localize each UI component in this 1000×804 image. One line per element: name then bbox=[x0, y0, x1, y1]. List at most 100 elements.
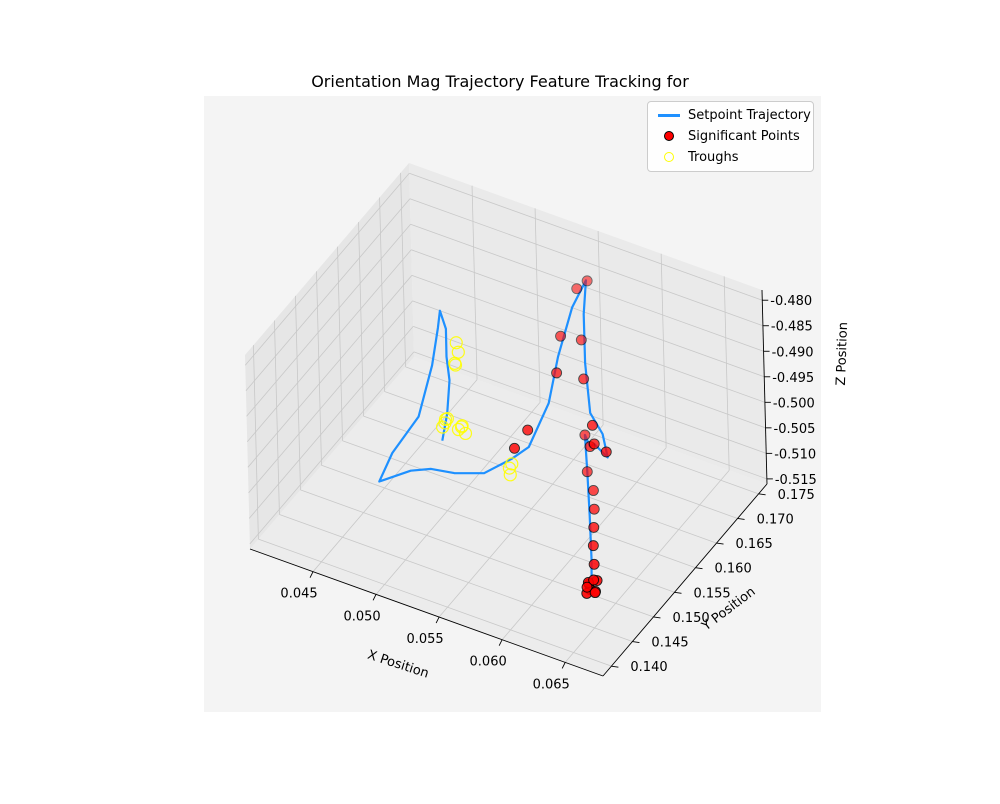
legend-marker-significant bbox=[664, 131, 674, 141]
x-tick-mark bbox=[498, 639, 503, 646]
z-tick-label: -0.505 bbox=[774, 422, 816, 437]
gridline-x-floor bbox=[564, 470, 730, 663]
significant-point-marker bbox=[588, 574, 600, 586]
gridline-y-floor bbox=[384, 391, 738, 519]
trough-marker bbox=[458, 426, 473, 441]
y-tick-label: 0.140 bbox=[630, 660, 667, 675]
x-tick-mark bbox=[561, 662, 566, 669]
gridline-y-left bbox=[274, 320, 280, 515]
significant-point-marker bbox=[588, 521, 600, 533]
gridline-y-floor bbox=[363, 415, 717, 544]
significant-point-marker bbox=[587, 485, 599, 496]
y-tick-label: 0.160 bbox=[715, 562, 752, 577]
significant-point-marker bbox=[586, 419, 598, 431]
x-tick-mark bbox=[435, 616, 440, 624]
z-tick-label: -0.490 bbox=[772, 345, 814, 360]
gridline-x-back bbox=[471, 185, 478, 380]
axes-gridlines bbox=[244, 172, 768, 667]
x-tick-label: 0.055 bbox=[406, 632, 443, 647]
axes-panes bbox=[245, 163, 767, 676]
y-tick-mark bbox=[674, 591, 682, 594]
significant-point-marker bbox=[589, 587, 601, 599]
gridline-y-left bbox=[316, 271, 322, 466]
significant-point-marker bbox=[581, 581, 593, 593]
legend-marker-troughs bbox=[664, 152, 674, 162]
x-axis-line bbox=[249, 548, 604, 677]
y-tick-mark bbox=[653, 616, 661, 619]
legend-item-trajectory: Setpoint Trajectory bbox=[658, 106, 811, 124]
x-tick-mark bbox=[309, 571, 314, 578]
y-tick-label: 0.150 bbox=[672, 611, 709, 626]
z-tick-label: -0.500 bbox=[773, 396, 815, 411]
gridline-y-left bbox=[337, 246, 343, 441]
gridline-y-left bbox=[358, 222, 364, 417]
z-axis-label: Z Position bbox=[834, 322, 851, 386]
gridline-y-floor bbox=[279, 514, 633, 642]
significant-point-marker bbox=[575, 334, 587, 346]
trough-marker bbox=[451, 422, 466, 437]
trough-marker bbox=[438, 412, 453, 426]
significant-point-marker bbox=[581, 275, 593, 287]
gridline-z-back bbox=[412, 300, 766, 429]
significant-point-marker bbox=[579, 429, 591, 441]
z-tick-label: -0.495 bbox=[772, 371, 814, 386]
gridline-x-floor bbox=[501, 447, 667, 640]
trough-marker bbox=[503, 468, 517, 482]
legend: Setpoint Trajectory Significant Points T… bbox=[647, 101, 814, 172]
gridline-z-back bbox=[413, 325, 767, 454]
y-tick-label: 0.170 bbox=[757, 512, 794, 527]
significant-point-marker bbox=[581, 466, 593, 478]
y-tick-mark bbox=[611, 665, 619, 668]
back-wall-pane bbox=[409, 163, 767, 484]
y-axis-line bbox=[602, 483, 768, 677]
gridline-z-left bbox=[248, 300, 413, 494]
gridline-z-back bbox=[409, 172, 763, 301]
y-tick-mark bbox=[716, 542, 724, 545]
y-tick-label: 0.175 bbox=[778, 488, 815, 503]
axis-ticks: 0.045 0.050 0.055 0.060 0.065 0.140 0.145 0.150… bbox=[280, 294, 816, 692]
z-axis-line bbox=[761, 289, 768, 485]
significant-point-marker bbox=[509, 442, 520, 454]
gridline-z-left bbox=[246, 249, 412, 443]
gridline-y-left bbox=[400, 172, 406, 367]
y-tick-mark bbox=[695, 567, 703, 570]
left-wall-pane bbox=[245, 163, 414, 549]
gridline-z-left bbox=[246, 224, 411, 417]
gridline-y-left bbox=[379, 197, 385, 392]
x-tick-label: 0.045 bbox=[280, 587, 317, 602]
y-tick-mark bbox=[632, 641, 640, 643]
trough-marker bbox=[454, 420, 469, 434]
x-tick-label: 0.060 bbox=[470, 655, 507, 670]
y-tick-label: 0.155 bbox=[693, 586, 730, 601]
floor-pane bbox=[250, 357, 767, 676]
gridline-y-floor bbox=[321, 464, 675, 593]
legend-item-significant: Significant Points bbox=[658, 127, 800, 145]
gridline-z-left bbox=[244, 172, 410, 366]
series-layer bbox=[378, 275, 612, 599]
significant-point-marker bbox=[551, 367, 563, 379]
z-tick-label: -0.480 bbox=[770, 294, 812, 309]
significant-point-marker bbox=[587, 540, 599, 552]
gridline-x-floor bbox=[438, 424, 604, 618]
significant-point-marker bbox=[555, 330, 567, 342]
gridline-y-floor bbox=[405, 366, 759, 495]
y-tick-mark bbox=[737, 518, 745, 520]
chart-title: Orientation Mag Trajectory Feature Track… bbox=[311, 72, 689, 91]
gridline-z-back bbox=[410, 223, 764, 352]
trough-marker bbox=[451, 345, 465, 359]
gridline-x-floor bbox=[375, 402, 541, 595]
legend-item-troughs: Troughs bbox=[658, 148, 739, 166]
significant-point-marker bbox=[588, 503, 600, 515]
x-tick-label: 0.050 bbox=[343, 609, 380, 624]
significant-point-marker bbox=[588, 558, 600, 570]
significant-point-marker bbox=[588, 438, 600, 450]
gridline-z-back bbox=[411, 274, 766, 403]
trough-marker bbox=[449, 336, 463, 350]
z-tick-label: -0.515 bbox=[775, 473, 817, 488]
significant-point-marker bbox=[600, 446, 612, 458]
significant-point-marker bbox=[571, 283, 583, 295]
gridline-x-back bbox=[597, 231, 604, 426]
z-tick-label: -0.485 bbox=[771, 320, 813, 335]
